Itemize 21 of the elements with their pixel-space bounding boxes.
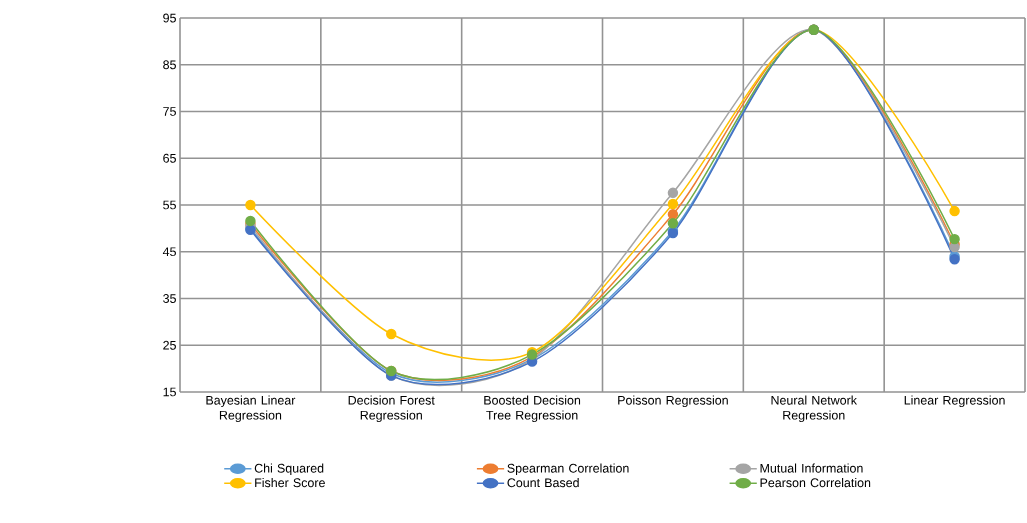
legend-label: Chi Squared bbox=[254, 463, 324, 476]
legend-label: Mutual Information bbox=[760, 463, 863, 473]
y-tick-label: 65 bbox=[163, 153, 176, 163]
legend-label: Count Based bbox=[507, 478, 579, 488]
y-tick-label: 55 bbox=[163, 200, 176, 210]
legend-label: Pearson Correlation bbox=[760, 478, 871, 488]
legend-label: Fisher Score bbox=[255, 478, 325, 488]
y-tick-label: 35 bbox=[163, 294, 176, 303]
x-tick-label: Linear Regression bbox=[904, 395, 1005, 408]
y-tick-label: 25 bbox=[163, 340, 176, 350]
y-tick-label: 75 bbox=[163, 107, 176, 116]
legend-label: Spearman Correlation bbox=[507, 463, 629, 476]
x-tick-label: Poisson Regression bbox=[618, 395, 728, 408]
y-tick-label: 95 bbox=[163, 13, 176, 23]
y-tick-label: 45 bbox=[162, 247, 176, 257]
x-tick-label: Decision Forest Regression bbox=[348, 395, 435, 423]
x-tick-label: Neural Network Regression bbox=[771, 395, 858, 423]
x-tick-label: Boosted Decision Tree Regression bbox=[484, 395, 581, 423]
x-tick-label: Bayesian Linear Regression bbox=[206, 395, 296, 423]
y-tick-label: 85 bbox=[163, 60, 176, 70]
y-tick-label: 15 bbox=[163, 387, 176, 397]
